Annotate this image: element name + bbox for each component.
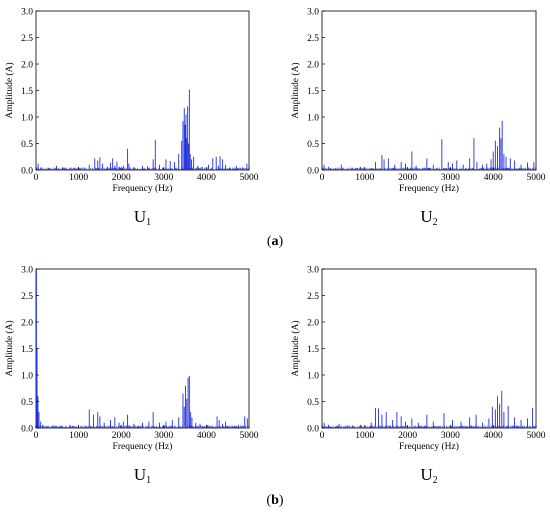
x-axis-title: Frequency (Hz) [399,441,459,452]
panel-caption: U1 [134,207,151,228]
y-tick-label: 2.5 [21,34,33,44]
y-tick-label: 0.5 [307,140,319,150]
y-tick-label: 3.0 [21,7,33,17]
chart-panel-a-u1: 0.0 0.5 1.0 1.5 2.0 2.5 3.0 0 1000 2000 3000 4000 50… [4,7,259,228]
y-tick-label: 1.0 [21,113,33,123]
x-tick-label: 3000 [441,173,460,183]
y-tick-label: 1.0 [307,371,319,381]
y-axis-title: Amplitude (A) [290,62,301,118]
y-tick-label: 2.0 [21,318,33,328]
x-tick-label: 0 [34,431,39,441]
y-tick-label: 2.0 [307,60,319,70]
y-tick-label: 3.0 [21,265,33,275]
x-tick-label: 2000 [112,431,131,441]
y-axis-title: Amplitude (A) [290,320,301,376]
y-tick-label: 1.0 [21,371,33,381]
plot-frame [35,10,250,171]
x-tick-label: 1000 [355,431,374,441]
y-tick-label: 3.0 [307,7,319,17]
y-tick-label: 3.0 [307,265,319,275]
x-axis-title: Frequency (Hz) [113,183,173,194]
y-tick-label: 1.0 [307,113,319,123]
plot-frame [321,268,537,429]
x-tick-label: 3000 [154,431,173,441]
x-tick-label: 4000 [197,173,216,183]
x-tick-label: 1000 [355,173,374,183]
x-tick-label: 5000 [527,173,546,183]
x-axis-title: Frequency (Hz) [113,441,173,452]
y-tick-label: 2.5 [21,292,33,302]
x-tick-label: 1000 [69,173,88,183]
x-tick-label: 3000 [154,173,173,183]
x-tick-label: 1000 [69,431,88,441]
x-tick-label: 2000 [398,431,417,441]
y-tick-label: 0.0 [21,424,33,434]
x-tick-label: 4000 [484,431,503,441]
row-tag-b: (b) [266,493,283,508]
panel-caption: U2 [420,207,437,228]
x-tick-label: 2000 [398,173,417,183]
x-tick-label: 5000 [240,173,259,183]
chart-panel-b-u1: 0.0 0.5 1.0 1.5 2.0 2.5 3.0 0 1000 2000 3000 4000 50… [4,265,259,486]
y-tick-label: 0.5 [21,398,33,408]
y-tick-label: 0.5 [21,140,33,150]
x-tick-label: 4000 [484,173,503,183]
x-tick-label: 0 [34,173,39,183]
y-tick-label: 2.5 [307,34,319,44]
x-tick-label: 3000 [441,431,460,441]
y-tick-label: 1.5 [21,345,33,355]
plot-frame [35,268,250,429]
y-tick-label: 2.5 [307,292,319,302]
x-tick-label: 4000 [197,431,216,441]
x-axis-title: Frequency (Hz) [399,183,459,194]
x-tick-label: 5000 [527,431,546,441]
panel-caption: U1 [134,465,151,486]
y-tick-label: 0.5 [307,398,319,408]
chart-panel-a-u2: 0.0 0.5 1.0 1.5 2.0 2.5 3.0 0 1000 2000 3000 4000 50… [290,7,546,228]
x-tick-label: 2000 [112,173,131,183]
y-axis-title: Amplitude (A) [4,62,15,118]
plot-frame [321,10,537,171]
chart-panel-b-u2: 0.0 0.5 1.0 1.5 2.0 2.5 3.0 0 1000 2000 3000 4000 50… [290,265,546,486]
y-tick-label: 0.0 [307,424,319,434]
x-tick-label: 0 [320,173,325,183]
panel-caption: U2 [420,465,437,486]
y-tick-label: 1.5 [21,87,33,97]
y-tick-label: 2.0 [307,318,319,328]
y-tick-label: 1.5 [307,345,319,355]
x-tick-label: 0 [320,431,325,441]
y-tick-label: 0.0 [21,166,33,176]
y-axis-title: Amplitude (A) [4,320,15,376]
x-tick-label: 5000 [240,431,259,441]
row-tag-a: (a) [267,234,284,249]
y-tick-label: 1.5 [307,87,319,97]
y-tick-label: 0.0 [307,166,319,176]
y-tick-label: 2.0 [21,60,33,70]
